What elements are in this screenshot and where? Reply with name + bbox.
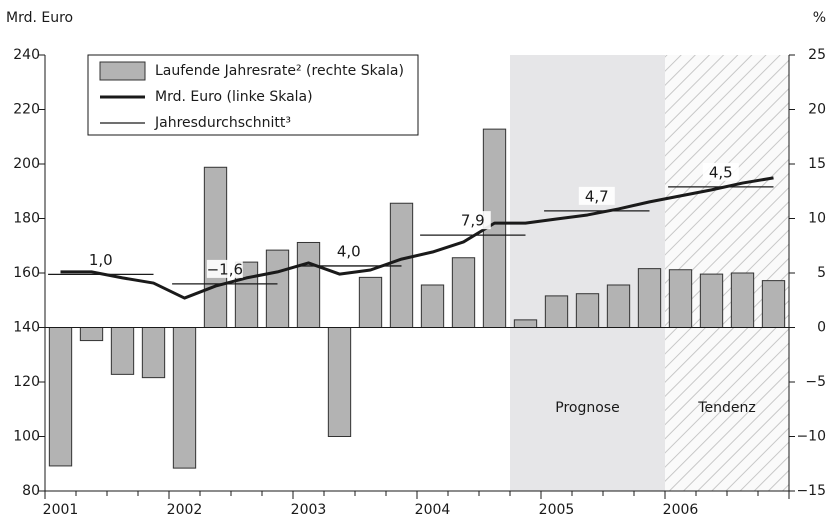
x-tick-label: 2003 bbox=[291, 502, 327, 518]
y-tick-label: 200 bbox=[13, 156, 40, 172]
x-tick-label: 2004 bbox=[415, 502, 451, 518]
y-tick-label: 160 bbox=[13, 265, 40, 281]
legend-label: Mrd. Euro (linke Skala) bbox=[155, 89, 313, 105]
y-tick-label: 80 bbox=[22, 483, 40, 499]
y2-tick-label: 0 bbox=[817, 320, 826, 336]
average-annotation: −1,6 bbox=[207, 260, 243, 278]
y2-tick-label: −15 bbox=[796, 483, 826, 499]
legend-label: Laufende Jahresrate² (rechte Skala) bbox=[155, 63, 404, 79]
bar bbox=[358, 276, 383, 328]
y-tick-label: 220 bbox=[13, 102, 40, 118]
y-tick-label: 180 bbox=[13, 211, 40, 227]
x-tick-label: 2006 bbox=[663, 502, 699, 518]
annotation-bg bbox=[578, 186, 615, 205]
annotation-bg bbox=[206, 259, 243, 278]
y-axis-label: Mrd. Euro bbox=[6, 10, 73, 26]
y2-tick-label: 10 bbox=[808, 211, 826, 227]
bar bbox=[265, 249, 290, 328]
y-tick-label: 100 bbox=[13, 429, 40, 445]
bar bbox=[575, 293, 600, 328]
y-tick-label: 120 bbox=[13, 374, 40, 390]
x-tick-label: 2002 bbox=[167, 502, 203, 518]
y2-tick-label: −10 bbox=[796, 429, 826, 445]
bar bbox=[79, 327, 104, 342]
y2-tick-label: 15 bbox=[808, 156, 826, 172]
average-annotation: 1,0 bbox=[89, 251, 113, 269]
y2-tick-label: 5 bbox=[817, 265, 826, 281]
annotation-bg bbox=[82, 250, 119, 269]
bar bbox=[420, 284, 445, 328]
y2-axis-label: % bbox=[813, 10, 826, 26]
bar bbox=[513, 319, 538, 328]
y2-tick-label: −5 bbox=[805, 374, 826, 390]
bar bbox=[451, 257, 476, 328]
average-annotation: 4,7 bbox=[585, 187, 609, 205]
line bbox=[60, 176, 774, 300]
x-tick-label: 2001 bbox=[43, 502, 79, 518]
bar bbox=[327, 327, 352, 437]
bar bbox=[730, 272, 755, 328]
x-tick-label: 2005 bbox=[539, 502, 575, 518]
bar bbox=[203, 166, 228, 328]
bar bbox=[699, 273, 724, 328]
bar bbox=[110, 327, 135, 375]
bar bbox=[668, 269, 693, 329]
legend-swatch bbox=[99, 61, 146, 81]
bar bbox=[637, 268, 662, 329]
average-annotation: 4,5 bbox=[709, 163, 733, 181]
y2-tick-label: 25 bbox=[808, 47, 826, 63]
bar bbox=[761, 280, 786, 329]
bar bbox=[544, 295, 569, 329]
region-label: Tendenz bbox=[697, 400, 755, 416]
average-annotation: 7,9 bbox=[461, 212, 485, 230]
bar bbox=[48, 327, 73, 467]
y-tick-label: 140 bbox=[13, 320, 40, 336]
legend: Laufende Jahresrate² (rechte Skala) Mrd. … bbox=[87, 54, 419, 136]
bar bbox=[172, 327, 197, 469]
legend-label: Jahresdurchschnitt³ bbox=[154, 115, 291, 131]
y2-tick-label: 20 bbox=[808, 102, 826, 118]
annotation-bg bbox=[454, 211, 491, 230]
average-annotation: 4,0 bbox=[337, 242, 361, 260]
annotation-bg bbox=[702, 162, 739, 181]
y-tick-label: 240 bbox=[13, 47, 40, 63]
bar bbox=[296, 241, 321, 328]
region-label: Prognose bbox=[555, 400, 619, 416]
bar bbox=[141, 327, 166, 379]
annotation-bg bbox=[330, 241, 367, 260]
bar bbox=[606, 284, 631, 328]
